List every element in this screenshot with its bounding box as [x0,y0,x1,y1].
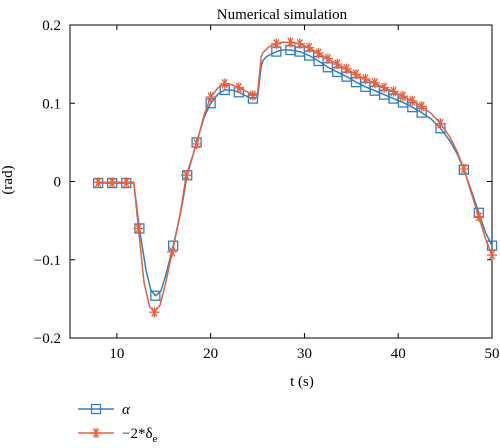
data-point-asterisk [191,138,202,150]
y-axis-label: (rad) [0,165,16,194]
x-tick-label: 20 [203,346,218,362]
legend-label-delta: −2*δe [122,426,158,445]
legend-item-alpha: α [78,402,131,418]
data-point-asterisk [360,73,371,85]
data-point-asterisk [167,246,178,258]
legend-label-alpha: α [122,402,131,418]
data-point-asterisk [303,42,315,53]
data-point-asterisk [205,91,216,103]
data-point-asterisk [313,47,324,59]
x-tick-label: 30 [297,346,312,362]
data-point-asterisk [121,177,132,188]
series-layer [92,37,498,318]
data-point-asterisk [369,77,380,89]
data-point-asterisk [341,63,352,75]
data-point-asterisk [285,37,296,48]
y-tick-label: −0.1 [34,253,61,269]
data-point-asterisk [378,82,390,93]
legend-asterisk-marker [90,427,102,439]
y-tick-label: 0 [54,175,62,191]
data-point-asterisk [133,223,144,234]
chart-title: Numerical simulation [217,7,348,23]
data-point-asterisk [486,249,498,261]
y-tick-label: −0.2 [34,331,61,347]
legend-label-delta-sub: e [153,433,158,445]
data-point-asterisk [233,82,244,93]
data-point-asterisk [181,170,192,181]
legend-item-delta: −2*δe [78,426,158,445]
series-delta [92,37,498,318]
data-point-asterisk [322,53,334,64]
y-tick-label: 0.1 [42,96,61,112]
y-tick-label: 0.2 [42,18,61,34]
legend: α −2*δe [78,402,158,445]
data-point-asterisk [149,306,160,318]
data-point-asterisk [247,90,259,101]
data-point-asterisk [332,58,343,70]
plot-frame [69,24,493,339]
data-point-asterisk [350,69,362,80]
x-axis-label: t (s) [290,374,314,390]
data-point-asterisk [219,78,230,89]
data-point-asterisk [107,177,118,188]
data-point-asterisk [473,211,485,222]
data-point-asterisk [435,118,446,129]
data-point-asterisk [397,91,409,102]
data-point-asterisk [407,95,418,107]
series-line [98,41,493,313]
legend-label-delta-main: −2*δ [122,426,153,442]
x-tick-label: 10 [109,346,124,362]
data-point-asterisk [92,177,104,188]
data-point-square [150,290,161,301]
data-point-asterisk [271,38,282,49]
legend-marker-delta [90,427,102,439]
series-line [98,49,493,297]
data-point-asterisk [388,86,399,97]
data-point-asterisk [294,38,305,49]
data-point-asterisk [458,163,470,175]
x-tick-label: 50 [485,346,500,362]
series-alpha [92,44,498,301]
axes: 10 20 30 40 50 −0.2 −0.1 0 0.1 0.2 [34,18,500,362]
x-tick-label: 40 [391,346,406,362]
data-point-asterisk [416,101,427,112]
legend-marker-alpha [90,403,102,415]
